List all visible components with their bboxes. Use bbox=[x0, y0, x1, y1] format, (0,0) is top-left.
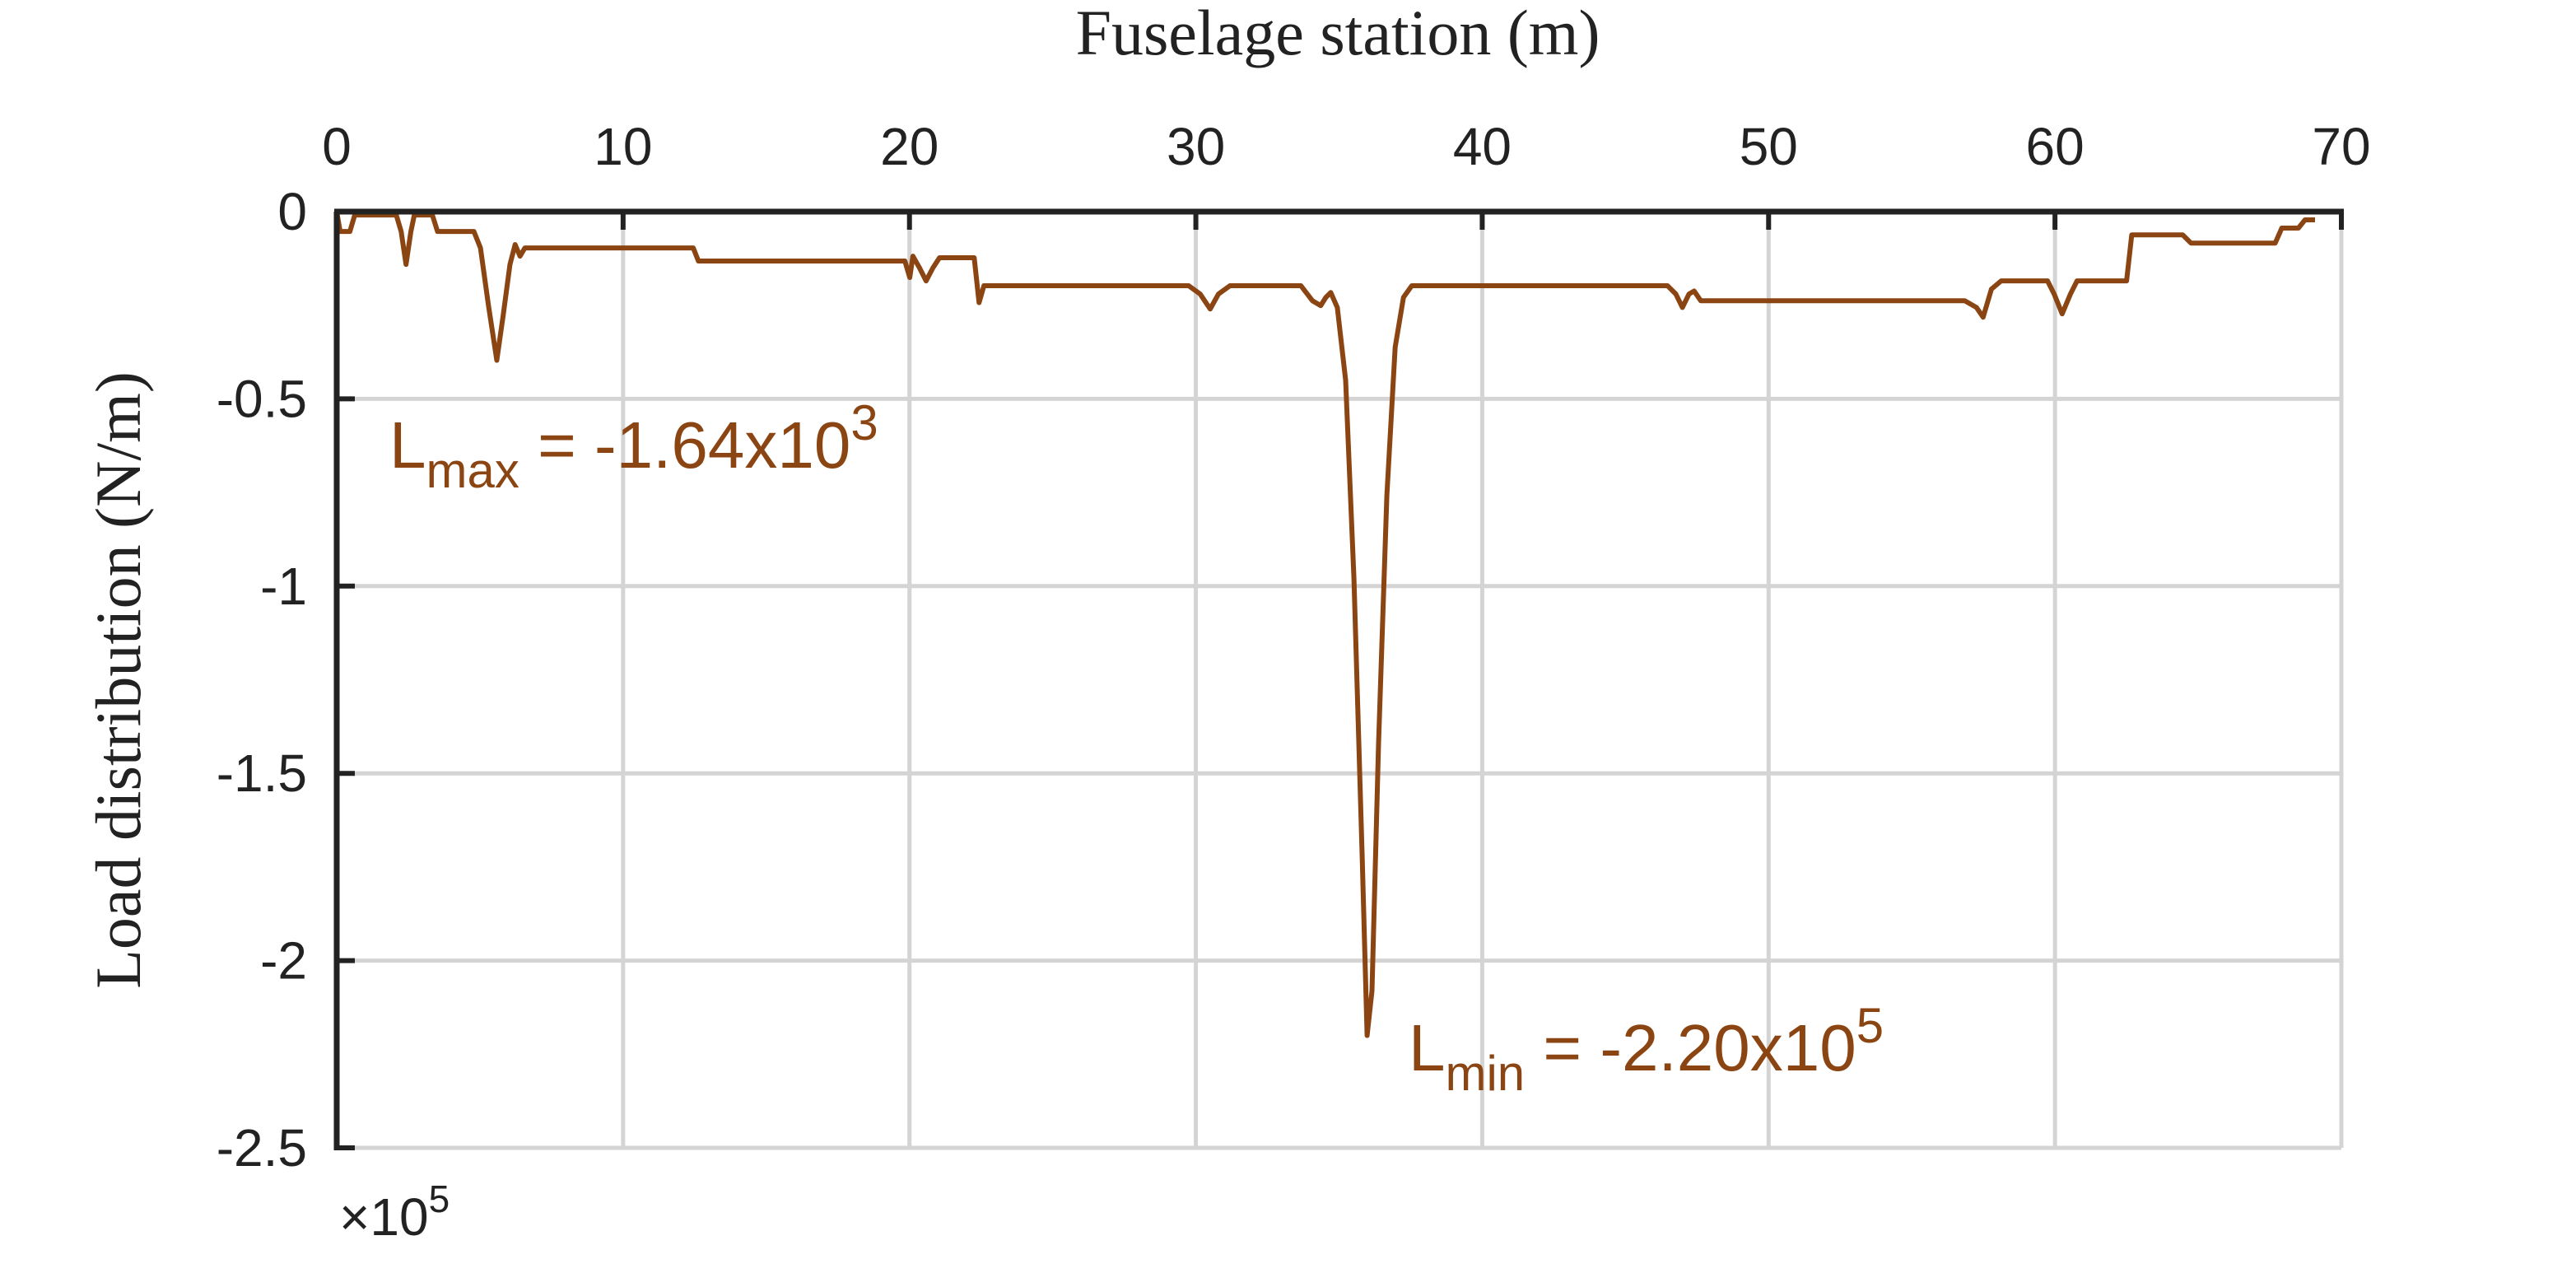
x-tick-label: 60 bbox=[2026, 117, 2085, 176]
annotation-text: L bbox=[1409, 1011, 1446, 1084]
y-exponent: ×105 bbox=[339, 1177, 450, 1247]
annotation-text: L bbox=[389, 408, 426, 482]
y-tick-label: -2 bbox=[260, 931, 307, 991]
y-tick-label: -1 bbox=[260, 557, 307, 616]
annotation-rest: = -2.20x10 bbox=[1525, 1011, 1856, 1084]
annotation-rest: = -1.64x10 bbox=[519, 408, 851, 482]
annotation-sup: 5 bbox=[1856, 998, 1884, 1053]
x-tick-label: 10 bbox=[594, 117, 652, 176]
grid bbox=[334, 209, 2344, 1150]
plot bbox=[334, 211, 2315, 1038]
x-tick-label: 30 bbox=[1167, 117, 1225, 176]
x-tick-label: 50 bbox=[1740, 117, 1798, 176]
y-tick-label: -0.5 bbox=[217, 369, 307, 428]
annotation: Lmin = -2.20x105 bbox=[1409, 998, 1884, 1101]
annotation: Lmax = -1.64x103 bbox=[389, 395, 878, 498]
annotation-sup: 3 bbox=[850, 395, 878, 450]
exponent-base: ×10 bbox=[339, 1187, 429, 1247]
axes: 0 10 20 30 40 50 60 70 0 -0.5 -1 -1.5 -2 -2.5 bbox=[217, 117, 2371, 1177]
x-tick-label: 20 bbox=[880, 117, 939, 176]
annotation-sub: min bbox=[1446, 1046, 1526, 1101]
x-tick-label: 70 bbox=[2312, 117, 2370, 176]
y-axis-label: Load distribution (N/m) bbox=[82, 371, 154, 989]
x-tick-label: 0 bbox=[322, 117, 352, 176]
exponent-power: 5 bbox=[429, 1177, 450, 1220]
y-tick-label: -1.5 bbox=[217, 744, 307, 803]
x-tick-label: 40 bbox=[1453, 117, 1512, 176]
data-line bbox=[334, 211, 2315, 1038]
annotation-sub: max bbox=[426, 443, 519, 498]
chart-title: Fuselage station (m) bbox=[1076, 0, 1600, 68]
y-tick-label: 0 bbox=[277, 182, 307, 241]
y-tick-label: -2.5 bbox=[217, 1118, 307, 1177]
